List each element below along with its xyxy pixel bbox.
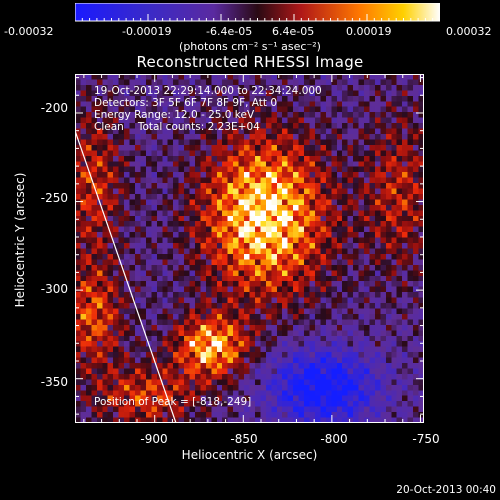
info-detectors: Detectors: 3F 5F 6F 7F 8F 9F, Att 0 [94, 97, 278, 109]
timestamp: 20-Oct-2013 00:40 [396, 484, 496, 496]
x-tick-label: -850 [230, 432, 258, 446]
plot-overlay [75, 74, 424, 423]
x-axis-label: Heliocentric X (arcsec) [181, 448, 318, 462]
colorbar [75, 3, 440, 22]
heatmap-image [75, 74, 424, 423]
info-algorithm-counts: Clean Total counts: 2.23E+04 [94, 122, 260, 133]
y-tick-label: -250 [40, 191, 68, 205]
colorbar-tick-label: -0.00032 [4, 25, 54, 38]
info-algorithm: Clean [94, 121, 124, 133]
solar-limb-line [75, 130, 177, 423]
plot-area: 19-Oct-2013 22:29:14.000 to 22:34:24.000… [75, 74, 424, 423]
plot-frame [75, 74, 424, 423]
colorbar-tick-label: -0.00019 [122, 25, 172, 38]
colorbar-tick-label: 6.4e-05 [272, 25, 315, 38]
colorbar-unit-label: (photons cm⁻² s⁻¹ asec⁻²) [179, 40, 321, 53]
colorbar-tick-label: -6.4e-05 [206, 25, 253, 38]
y-tick-label: -300 [40, 282, 68, 296]
y-tick-label: -350 [40, 375, 68, 389]
colorbar-tick-label: 0.00032 [446, 25, 492, 38]
info-energy-range: Energy Range: 12.0 - 25.0 keV [94, 109, 255, 121]
chart-title: Reconstructed RHESSI Image [136, 53, 364, 71]
y-tick-label: -200 [40, 101, 68, 115]
x-tick-label: -900 [140, 432, 168, 446]
info-total-counts: Total counts: 2.23E+04 [137, 121, 260, 133]
y-axis-label-text: Heliocentric Y (arcsec) [13, 172, 27, 308]
info-time-range: 19-Oct-2013 22:29:14.000 to 22:34:24.000 [94, 85, 322, 97]
x-tick-label: -800 [320, 432, 348, 446]
colorbar-gradient [75, 3, 440, 22]
peak-position-label: Position of Peak = [-818,-249] [94, 396, 252, 408]
colorbar-tick-label: 0.00019 [346, 25, 392, 38]
x-tick-label: -750 [412, 432, 440, 446]
